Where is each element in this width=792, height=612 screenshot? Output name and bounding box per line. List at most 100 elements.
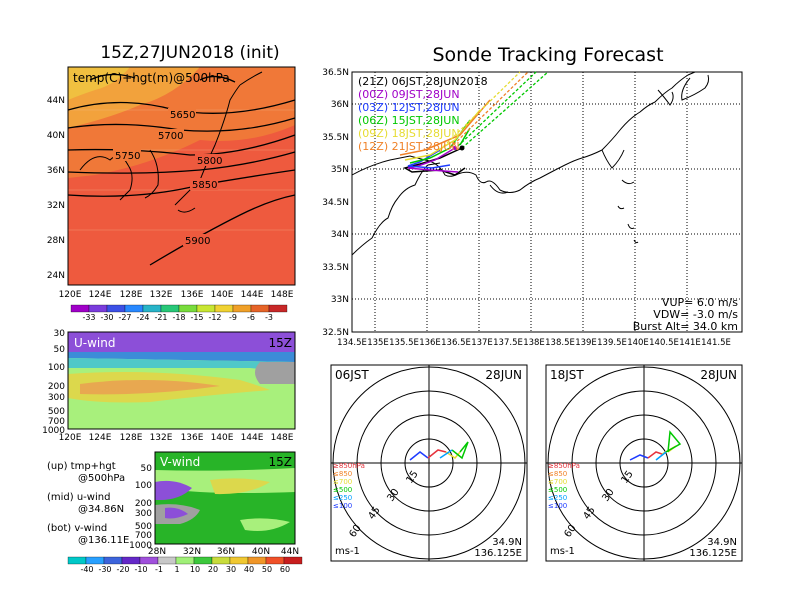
lon-label: 137E: [471, 338, 493, 348]
pressure-label: 100: [135, 481, 152, 491]
colorbar-label: -18: [172, 313, 185, 322]
colorbar-label: -9: [229, 313, 237, 322]
colorbar-swatch: [196, 304, 216, 313]
lat-label: 36N: [331, 100, 349, 110]
hodo2-lat: 34.9N: [707, 537, 737, 548]
contour-label-5750: 5750: [115, 151, 140, 162]
u-wind-panel: U-wind 15Z 30 50 100 200 300 500 700 100…: [42, 329, 296, 443]
pressure-label: 700: [135, 531, 152, 541]
colorbar-label: -21: [154, 313, 167, 322]
level-legend: ≤500: [548, 486, 567, 494]
colorbar-label: 40: [244, 565, 254, 574]
colorbar-swatch: [175, 556, 195, 565]
lat-label: 35N: [331, 165, 349, 175]
pressure-label: 500: [48, 407, 65, 417]
legend-05: (12Z) 21JST,28JUN: [358, 140, 460, 153]
hodo1-lon: 136.125E: [474, 548, 522, 559]
colorbar-label: -1: [155, 565, 163, 574]
lat-label: 32N: [183, 547, 201, 557]
contour-label-5850: 5850: [192, 180, 217, 191]
lon-label: 132E: [150, 290, 173, 300]
lon-label: 136.5E: [441, 338, 471, 348]
lon-label: 148E: [271, 433, 294, 443]
lon-label: 124E: [89, 290, 112, 300]
colorbar-label: -24: [136, 313, 149, 322]
u-gray-patch: [255, 362, 295, 384]
lon-label: 140E: [211, 433, 234, 443]
hodo1-ring-labels: 15 30 45 60: [347, 469, 420, 540]
pressure-label: 500: [135, 522, 152, 532]
lon-label: 128E: [120, 290, 143, 300]
level-legend: ≤700: [548, 478, 567, 486]
track-grid: [352, 72, 742, 332]
colorbar-swatch: [121, 556, 141, 565]
track-map-frame: [351, 71, 743, 333]
map-lon-labels: 120E 124E 128E 132E 136E 140E 144E 148E: [59, 290, 294, 300]
panel-notes: (up) tmp+hgt @500hPa (mid) u-wind @34.86…: [47, 461, 129, 546]
lat-label: 40N: [252, 547, 270, 557]
legend-00: (21Z) 06JST,28JUN2018: [358, 75, 488, 88]
colorbar-swatch: [265, 556, 285, 565]
legend-03: (06Z) 15JST,28JUN: [358, 114, 460, 127]
colorbar-swatch: [124, 304, 144, 313]
landing-point: [459, 145, 465, 151]
colorbar-label: 50: [262, 565, 272, 574]
v-wind-panel: V-wind 15Z 50 100 200 300 500 700 1000 2…: [129, 451, 299, 557]
pressure-label: 1000: [42, 426, 65, 436]
wind-colorbar-labels: -40 -30 -20 -10 -1 1 10 20 30 40 50 60: [80, 565, 290, 574]
note-up: (up) tmp+hgt: [47, 461, 116, 472]
wind-colorbar: [67, 556, 303, 565]
lon-label: 132E: [150, 433, 173, 443]
colorbar-swatch: [211, 556, 231, 565]
lat-label: 36.5N: [322, 68, 349, 78]
temp-colorbar-labels: -33 -30 -27 -24 -21 -18 -15 -12 -9 -6 -3: [82, 313, 273, 322]
pressure-label: 700: [48, 417, 65, 427]
colorbar-swatch: [178, 304, 198, 313]
level-legend: ≤850: [333, 470, 352, 478]
hodo1-date: 28JUN: [485, 368, 522, 382]
note-bot: (bot) v-wind: [47, 523, 107, 534]
u-lon-labels: 120E 124E 128E 132E 136E 140E 144E 148E: [59, 433, 294, 443]
colorbar-swatch: [193, 556, 213, 565]
lon-label: 128E: [120, 433, 143, 443]
lat-label: 24N: [47, 271, 65, 281]
lon-label: 120E: [59, 290, 82, 300]
lon-label: 120E: [59, 433, 82, 443]
pressure-label: 300: [135, 509, 152, 519]
note-bot-lon: @136.11E: [78, 535, 129, 546]
colorbar-label: -27: [118, 313, 131, 322]
lon-label: 134.5E: [337, 338, 367, 348]
lat-label: 34N: [331, 230, 349, 240]
map-hatching: [68, 109, 295, 231]
map-cool-band: [68, 67, 130, 100]
colorbar-swatch: [106, 304, 126, 313]
lon-label: 140E: [627, 338, 649, 348]
colorbar-swatch: [214, 304, 234, 313]
lon-label: 138.5E: [545, 338, 575, 348]
lon-label: 137.5E: [493, 338, 523, 348]
track-legend: (21Z) 06JST,28JUN2018 (00Z) 09JST,28JUN …: [358, 75, 488, 153]
pressure-label: 200: [48, 382, 65, 392]
hodo1-time: 06JST: [335, 368, 369, 382]
lat-label: 40N: [47, 131, 65, 141]
colorbar-swatch: [160, 304, 180, 313]
lon-label: 135.5E: [389, 338, 419, 348]
colorbar-swatch: [85, 556, 105, 565]
contour-label-5700: 5700: [158, 131, 183, 142]
lat-label: 32N: [47, 201, 65, 211]
level-legend: ≥850hPa: [548, 462, 580, 470]
colorbar-swatch: [232, 304, 252, 313]
colorbar-swatch: [157, 556, 177, 565]
right-title: Sonde Tracking Forecast: [432, 44, 663, 66]
lat-label: 33N: [331, 295, 349, 305]
v-light-patch: [240, 518, 290, 531]
colorbar-label: -30: [98, 565, 111, 574]
sonde-params: VUP= 6.0 m/s VDW= -3.0 m/s Burst Alt= 34…: [633, 296, 739, 333]
colorbar-label: -40: [80, 565, 93, 574]
temperature-colorbar: [70, 304, 288, 313]
track-lon-labels: 134.5E 135E 135.5E 136E 136.5E 137E 137.…: [337, 338, 731, 348]
v-wind-time: 15Z: [269, 455, 293, 469]
track-coastline: [351, 71, 710, 256]
colorbar-label: -15: [190, 313, 203, 322]
